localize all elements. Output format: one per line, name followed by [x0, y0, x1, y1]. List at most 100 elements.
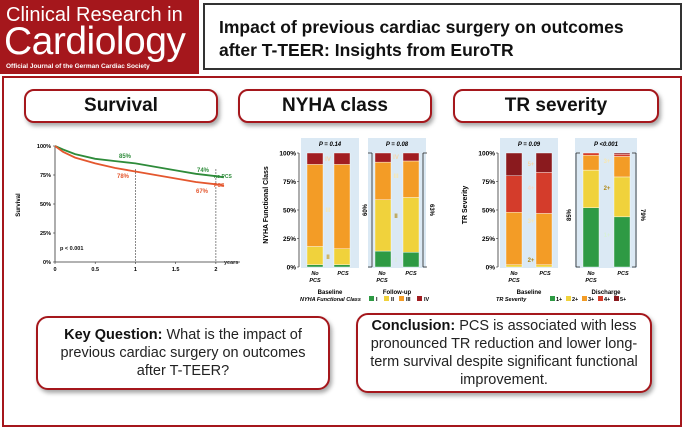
ann-pcs-2yr: 67%: [196, 189, 209, 195]
content-frame: [2, 76, 682, 427]
nyha-y-tick-label: 0%: [287, 265, 297, 272]
survival-heading: Survival: [24, 89, 218, 123]
nyha-legend-label-3: IV: [424, 297, 430, 303]
tr-legend-label-4: 5+: [620, 297, 626, 303]
tr-cat-3-line2: PCS: [585, 278, 597, 284]
tr-axes: 0% 25% 50% 75% 100%: [478, 151, 637, 272]
tr-legend: 1+ 2+ 3+ 4+ 5+: [550, 296, 626, 303]
tr-bar-3plus-1: [535, 213, 553, 265]
nyha-cat-1-line1: No: [311, 271, 319, 277]
nyha-y-label: NYHA Functional Class: [263, 166, 270, 244]
nyha-bar-IV-3: [402, 152, 420, 162]
nyha-bracket-left-line: [368, 152, 373, 268]
tr-legend-label-2: 3+: [588, 297, 594, 303]
ann-pcs-1yr: 78%: [117, 174, 130, 180]
survival-line-pcs: [54, 145, 225, 187]
tr-bar-1plus-2: [582, 207, 600, 268]
tr-bar-3plus-2: [582, 155, 600, 171]
nyha-cat-1-line2: PCS: [309, 278, 321, 284]
nyha-heading: NYHA class: [238, 89, 432, 123]
tr-cat-3-line1: No: [587, 271, 595, 277]
journal-logo: Clinical Research in Cardiology Official…: [0, 0, 199, 74]
tr-y-tick-label: 0%: [486, 265, 496, 272]
tr-p-baseline: P = 0.09: [518, 142, 541, 148]
tr-legend-title: TR Severity: [496, 297, 527, 303]
survival-y-tick-label: 75%: [40, 173, 51, 179]
nyha-p-baseline: P = 0.14: [319, 142, 342, 148]
survival-x-tick-label: 1: [134, 267, 137, 273]
tr-label-3-baseline: 3+: [528, 219, 535, 225]
tr-p-discharge: P <0.001: [594, 142, 619, 148]
nyha-bracket-left: 60%: [363, 203, 369, 216]
survival-y-tick-label: 25%: [40, 231, 51, 237]
survival-lines: [54, 145, 225, 187]
journal-name-line2: Cardiology: [4, 20, 186, 63]
nyha-label-iii-baseline: III: [325, 208, 330, 214]
nyha-group-baseline: Baseline: [318, 290, 343, 296]
tr-y-label: TR Severity: [462, 186, 469, 225]
tr-y-tick-label: 25%: [482, 236, 495, 243]
nyha-p-followup: P = 0.08: [386, 142, 409, 148]
tr-bar-3plus-3: [613, 156, 631, 178]
tr-legend-label-3: 4+: [604, 297, 610, 303]
survival-x-tick-label: 1.5: [172, 267, 180, 273]
survival-p-value: p < 0.001: [60, 246, 83, 252]
tr-label-3-discharge: 3+: [604, 159, 611, 165]
nyha-legend-swatch-0: [369, 296, 374, 301]
survival-y-tick-label: 50%: [40, 202, 51, 208]
nyha-legend-title: NYHA Functional Class: [300, 297, 361, 303]
conclusion-label: Conclusion:: [371, 318, 456, 334]
nyha-legend-swatch-2: [399, 296, 404, 301]
nyha-y-tick-label: 25%: [283, 236, 296, 243]
tr-group-discharge: Discharge: [591, 290, 621, 296]
nyha-bar-IV-1: [333, 152, 351, 165]
ann-no-pcs-1yr: 85%: [119, 154, 132, 160]
tr-cat-4: PCS: [617, 271, 629, 277]
nyha-y-tick-label: 75%: [283, 179, 296, 186]
tr-y-tick-label: 75%: [482, 179, 495, 186]
tr-legend-swatch-1: [566, 296, 571, 301]
tr-bar-2plus-2: [582, 169, 600, 208]
tr-legend-label-1: 2+: [572, 297, 578, 303]
ann-no-pcs-2yr: 74%: [197, 168, 210, 174]
tr-heading: TR severity: [453, 89, 659, 123]
tr-bracket-left-line: [575, 152, 580, 268]
tr-bar-4plus-3: [613, 153, 631, 157]
tr-legend-swatch-4: [614, 296, 619, 301]
journal-name-line1: Clinical Research in: [6, 4, 183, 26]
nyha-bracket-right-line: [422, 152, 427, 268]
nyha-label-iii-followup: III: [393, 174, 398, 180]
nyha-legend: I II III IV: [369, 296, 430, 303]
tr-cat-2: PCS: [539, 271, 551, 277]
nyha-bracket-right: 63%: [428, 204, 434, 217]
tr-bar-2plus-3: [613, 176, 631, 218]
tr-bar-2plus-0: [505, 264, 523, 268]
tr-bar-5plus-3: [613, 152, 631, 155]
nyha-cat-3-line2: PCS: [376, 278, 388, 284]
tr-y-tick-label: 100%: [478, 151, 495, 158]
tr-label-1-discharge: 1+: [604, 233, 611, 239]
nyha-legend-label-2: III: [406, 297, 411, 303]
survival-x-tick-label: 0: [53, 267, 56, 273]
nyha-bars: [306, 152, 420, 268]
survival-line-no-pcs: [54, 145, 225, 179]
tr-group-baseline: Baseline: [517, 290, 542, 296]
nyha-label-iv-baseline: IV: [325, 157, 331, 163]
tr-bar-2plus-1: [535, 264, 553, 268]
nyha-legend-label-0: I: [376, 297, 378, 303]
nyha-cat-2: PCS: [337, 271, 349, 277]
key-question-text: What is the impact of previous cardiac s…: [60, 327, 306, 379]
tr-legend-swatch-3: [598, 296, 603, 301]
survival-y-tick-label: 100%: [37, 144, 51, 150]
tr-label-4-baseline: 4+: [528, 186, 535, 192]
nyha-label-ii-baseline: II: [326, 255, 330, 261]
legend-no-pcs: no PCS: [214, 174, 232, 180]
tr-bar-3plus-0: [505, 212, 523, 265]
tr-label-5-baseline: 5+: [528, 162, 535, 168]
survival-x-tick-label: 0.5: [91, 267, 99, 273]
tr-bar-4plus-2: [582, 152, 600, 156]
tr-legend-swatch-2: [582, 296, 587, 301]
tr-legend-swatch-0: [550, 296, 555, 301]
